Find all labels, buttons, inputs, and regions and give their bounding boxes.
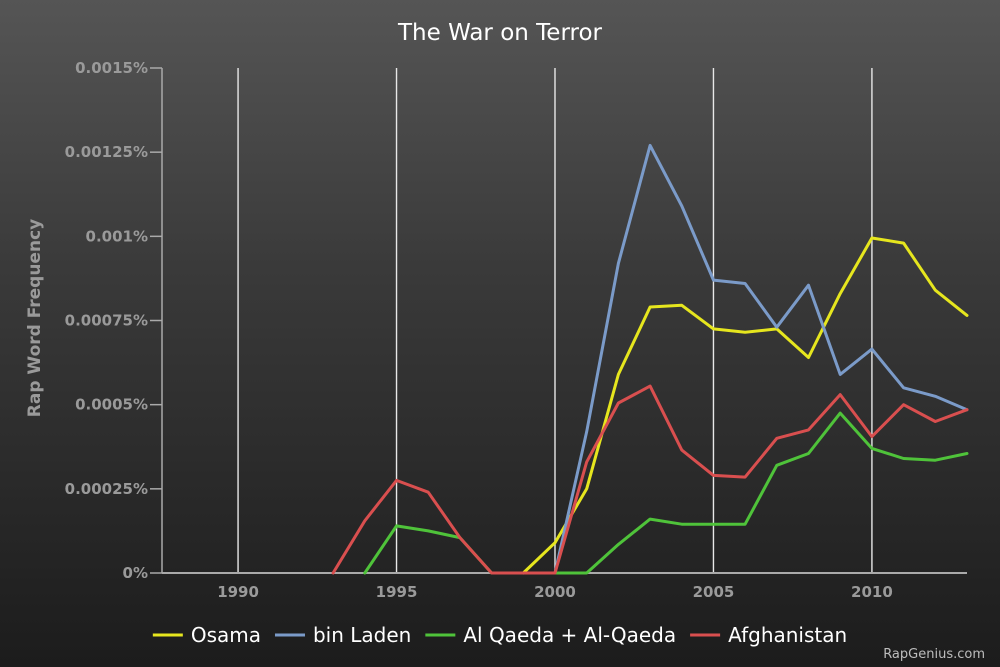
legend-label: Osama xyxy=(191,623,261,647)
y-tick-label: 0.00125% xyxy=(65,143,148,161)
x-tick-label: 1995 xyxy=(376,583,418,601)
y-axis-ticks: 0% 0.00025% 0.0005% 0.00075% 0.001% 0.00125% 0… xyxy=(65,59,162,582)
chart-title: The War on Terror xyxy=(397,20,603,46)
x-tick-label: 2010 xyxy=(851,583,893,601)
gridlines xyxy=(237,68,873,573)
source-credit: RapGenius.com xyxy=(883,647,985,662)
y-tick-label: 0.001% xyxy=(86,227,148,245)
series-line-osama xyxy=(521,236,969,575)
legend-label: bin Laden xyxy=(313,623,411,647)
y-tick-label: 0.0015% xyxy=(75,59,148,77)
legend-label: Al Qaeda + Al-Qaeda xyxy=(463,623,676,647)
series-line-al-qaeda-al-qaeda xyxy=(363,411,969,575)
series-lines xyxy=(331,143,969,575)
y-tick-label: 0.0005% xyxy=(75,396,148,414)
x-tick-label: 1990 xyxy=(217,583,259,601)
y-tick-label: 0.00075% xyxy=(65,312,148,330)
legend: Osama bin Laden Al Qaeda + Al-Qaeda Afghani… xyxy=(152,623,847,647)
series-line-bin-laden xyxy=(553,143,969,575)
y-axis-label: Rap Word Frequency xyxy=(25,219,45,417)
y-tick-label: 0.00025% xyxy=(65,480,148,498)
y-tick-label: 0% xyxy=(123,564,148,582)
x-tick-label: 2000 xyxy=(534,583,576,601)
x-tick-label: 2005 xyxy=(693,583,735,601)
series-line-afghanistan xyxy=(331,384,969,575)
legend-label: Afghanistan xyxy=(728,623,847,647)
x-axis-ticks: 1990 1995 2000 2005 2010 xyxy=(217,583,893,601)
axes xyxy=(161,68,967,574)
